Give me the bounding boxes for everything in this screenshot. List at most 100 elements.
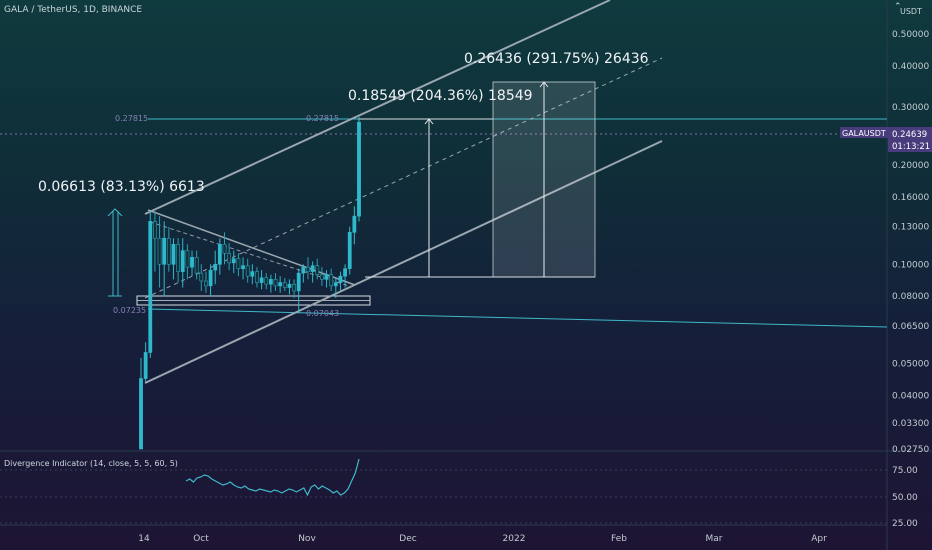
- indicator-axis-labels: 75.00 50.00 25.00: [892, 466, 918, 529]
- measure-label-2: 0.18549 (204.36%) 18549: [348, 88, 533, 104]
- price-tick-label: 0.13000: [892, 223, 929, 233]
- candle[interactable]: [245, 258, 250, 283]
- price-tag-value: 0.24639: [892, 130, 927, 140]
- level-label-support-right: 0.07043: [306, 309, 339, 318]
- candle[interactable]: [199, 264, 204, 291]
- candle[interactable]: [310, 261, 315, 283]
- price-tick-label: 0.03300: [892, 419, 929, 429]
- candle[interactable]: [231, 250, 236, 274]
- candle[interactable]: [194, 250, 199, 280]
- candle[interactable]: [329, 268, 334, 291]
- candle[interactable]: [208, 264, 213, 297]
- level-line-support[interactable]: [147, 308, 888, 328]
- candle[interactable]: [301, 264, 306, 283]
- candle[interactable]: [282, 277, 287, 291]
- candle[interactable]: [273, 273, 278, 291]
- candle[interactable]: [333, 277, 338, 299]
- candle[interactable]: [287, 279, 292, 295]
- candle[interactable]: [319, 267, 324, 286]
- candle[interactable]: [259, 270, 264, 290]
- time-tick-label: Dec: [399, 534, 416, 544]
- time-tick-label: 2022: [503, 534, 526, 544]
- time-tick-label: 14: [138, 534, 150, 544]
- price-tick-label: 0.04000: [892, 391, 929, 401]
- indicator-tick-label: 75.00: [892, 466, 918, 476]
- measure-arrow-2[interactable]: [424, 118, 434, 277]
- symbol-tag: GALAUSDT: [842, 129, 886, 138]
- time-tick-label: Nov: [298, 534, 316, 544]
- candle[interactable]: [255, 267, 259, 288]
- channel-upper-line[interactable]: [144, 0, 611, 215]
- candle[interactable]: [264, 273, 269, 290]
- candle[interactable]: [296, 268, 301, 314]
- candle[interactable]: [227, 243, 232, 271]
- candle[interactable]: [315, 258, 320, 280]
- price-tick-label: 0.30000: [892, 103, 929, 113]
- price-tick-label: 0.16000: [892, 193, 929, 203]
- price-tick-label: 0.20000: [892, 161, 929, 171]
- candle[interactable]: [180, 238, 185, 288]
- candle[interactable]: [268, 274, 273, 293]
- candle[interactable]: [338, 271, 343, 291]
- candle[interactable]: [236, 253, 241, 277]
- channel-lower-line[interactable]: [144, 140, 663, 384]
- candle[interactable]: [190, 250, 194, 277]
- candle[interactable]: [278, 276, 283, 293]
- candle[interactable]: [176, 238, 181, 283]
- candle[interactable]: [324, 270, 329, 288]
- candle[interactable]: [250, 264, 255, 285]
- indicator-tick-label: 25.00: [892, 519, 918, 529]
- candle[interactable]: [153, 211, 157, 272]
- candle-series[interactable]: [139, 116, 361, 450]
- measure-label-1: 0.06613 (83.13%) 6613: [38, 179, 205, 195]
- candle[interactable]: [306, 257, 310, 280]
- symbol-title[interactable]: GALA / TetherUS, 1D, BINANCE: [4, 5, 142, 15]
- price-tick-label: 0.08000: [892, 292, 929, 302]
- candle[interactable]: [204, 271, 208, 293]
- divergence-indicator-line[interactable]: [185, 458, 360, 497]
- measure-arrow-3[interactable]: [539, 81, 549, 277]
- candle[interactable]: [241, 257, 245, 280]
- chevron-up-icon[interactable]: ⌃: [894, 2, 902, 12]
- indicator-title[interactable]: Divergence Indicator (14, close, 5, 5, 6…: [4, 459, 178, 468]
- candle[interactable]: [185, 244, 190, 280]
- candle[interactable]: [217, 238, 222, 275]
- symbol-tag-bg: [840, 127, 890, 138]
- candle[interactable]: [347, 226, 352, 275]
- measure-arrow-1[interactable]: [107, 208, 123, 297]
- candle[interactable]: [157, 216, 162, 288]
- price-tick-label: 0.06500: [892, 322, 929, 332]
- price-tick-label: 0.40000: [892, 62, 929, 72]
- wedge-inner-line[interactable]: [149, 221, 353, 288]
- candle[interactable]: [148, 211, 153, 358]
- level-label-support-left: 0.07235: [113, 306, 146, 315]
- indicator-tick-label: 50.00: [892, 493, 918, 503]
- price-tick-label: 0.05000: [892, 359, 929, 369]
- candle[interactable]: [343, 264, 347, 288]
- candle[interactable]: [162, 221, 167, 297]
- candle[interactable]: [357, 116, 361, 222]
- price-tag-bg: [888, 127, 932, 152]
- candle[interactable]: [143, 342, 148, 382]
- candle[interactable]: [352, 206, 357, 245]
- time-tick-label: Apr: [811, 534, 827, 544]
- candle[interactable]: [171, 238, 176, 280]
- measure-label-3: 0.26436 (291.75%) 26436: [464, 51, 649, 67]
- time-axis-labels: 14 Oct Nov Dec 2022 Feb Mar Apr: [138, 534, 827, 544]
- currency-label[interactable]: USDT: [900, 7, 922, 16]
- channel-mid-line[interactable]: [144, 57, 663, 299]
- level-label-top-left: 0.27815: [115, 114, 148, 123]
- candle[interactable]: [222, 232, 227, 265]
- price-tag-countdown: 01:13:21: [892, 142, 930, 152]
- price-axis-labels: 0.50000 0.40000 0.30000 0.20000 0.16000 0.130…: [892, 30, 929, 455]
- wedge-upper-line[interactable]: [147, 209, 356, 286]
- time-tick-label: Mar: [706, 534, 723, 544]
- level-label-top-right: 0.27815: [306, 114, 339, 123]
- price-tick-label: 0.10000: [892, 260, 929, 270]
- candle[interactable]: [292, 279, 296, 299]
- candle[interactable]: [213, 250, 218, 285]
- candle[interactable]: [139, 357, 143, 450]
- candle[interactable]: [166, 226, 171, 272]
